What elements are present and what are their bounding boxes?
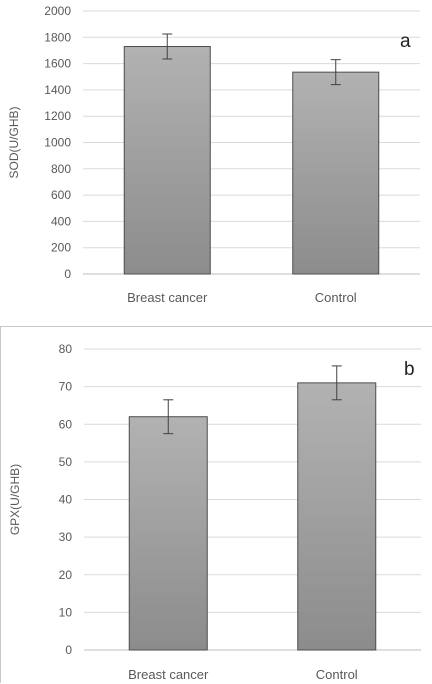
panel-letter: a (400, 31, 411, 52)
y-tick-label: 0 (65, 643, 72, 657)
y-tick-label: 50 (59, 455, 73, 469)
x-category-label: Breast cancer (127, 290, 208, 305)
chart-panel-a: 0 200 400 600 800 1000 1200 1400 1600 1800 2000 SOD… (0, 0, 432, 312)
y-tick-label: 20 (59, 568, 73, 582)
y-tick-label: 1400 (44, 83, 71, 97)
bar (292, 71, 380, 275)
y-tick-label: 70 (59, 380, 73, 394)
y-tick-label: 1000 (44, 136, 71, 150)
y-tick-label: 0 (64, 267, 71, 281)
y-tick-label: 1600 (44, 57, 71, 71)
x-category-label: Breast cancer (128, 667, 209, 682)
y-tick-label: 200 (51, 241, 71, 255)
x-category-label: Control (315, 290, 357, 305)
y-tick-label: 2000 (44, 4, 71, 18)
bar (123, 46, 211, 275)
y-tick-label: 40 (59, 493, 73, 507)
chart-a: 0 200 400 600 800 1000 1200 1400 1600 1800 2000 SOD… (7, 4, 420, 305)
x-category-label: Control (316, 667, 358, 682)
y-tick-label: 1800 (44, 30, 71, 44)
chart-b: 0 10 20 30 40 50 60 70 80 GPX(U/GHB) Breast cancer… (8, 342, 421, 682)
y-tick-label: 600 (51, 188, 71, 202)
y-tick-label: 60 (59, 417, 73, 431)
y-tick-label: 30 (59, 530, 73, 544)
chart-panel-b: 0 10 20 30 40 50 60 70 80 GPX(U/GHB) Breast cancer… (0, 326, 432, 683)
bar (297, 382, 377, 651)
y-axis-label: SOD(U/GHB) (7, 106, 21, 178)
y-tick-label: 1200 (44, 109, 71, 123)
y-tick-label: 800 (51, 162, 71, 176)
y-tick-label: 80 (59, 342, 73, 356)
y-axis-label: GPX(U/GHB) (8, 464, 22, 535)
y-tick-label: 400 (51, 214, 71, 228)
bar (128, 416, 208, 651)
panel-letter: b (404, 359, 415, 380)
y-tick-label: 10 (59, 605, 73, 619)
